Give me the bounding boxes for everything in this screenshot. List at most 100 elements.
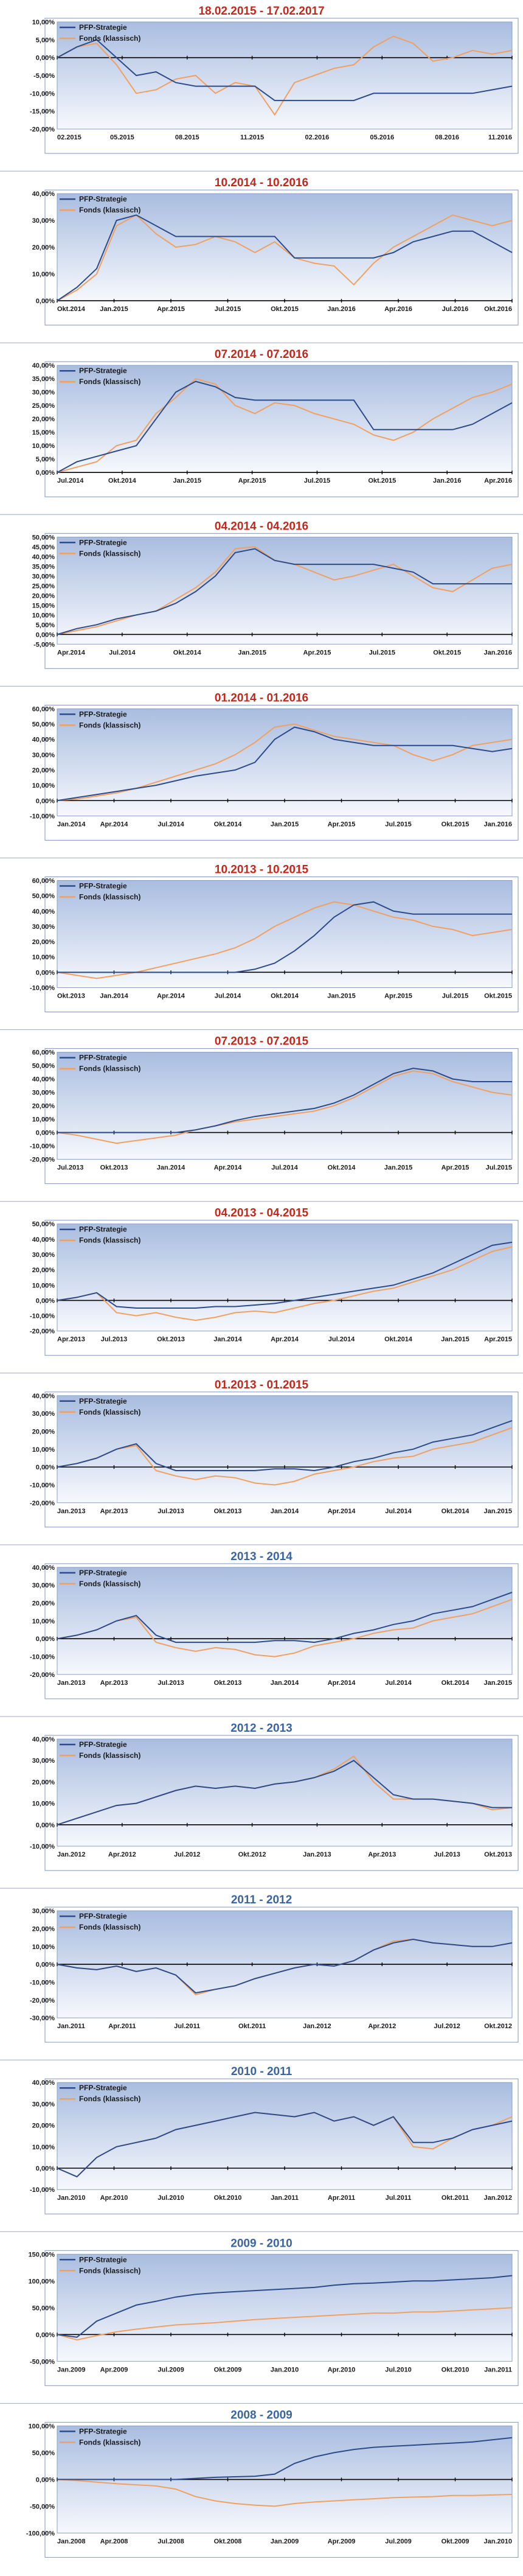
y-tick-label: 10,00% [32,1801,55,1808]
x-tick-label: Jul.2014 [271,1164,298,1172]
x-tick-label: Okt.2010 [214,2194,242,2202]
legend-fund-label: Fonds (klassisch) [79,1236,140,1245]
x-tick-label: Apr.2015 [157,306,185,313]
legend: PFP-Strategie Fonds (klassisch) [60,1569,140,1588]
x-tick-label: Apr.2010 [100,2194,128,2202]
x-tick-label: Jul.2014 [109,649,136,656]
x-tick-label: Jul.2016 [442,306,468,313]
x-tick-label: Okt.2013 [57,993,85,1000]
x-tick-label: Okt.2015 [442,821,469,828]
x-tick-label: Jul.2011 [386,2194,412,2202]
y-tick-label: 60,00% [32,705,55,713]
x-tick-label: Okt.2014 [384,1336,413,1343]
x-tick-label: Jul.2014 [328,1336,355,1343]
plot-area [57,880,513,988]
y-tick-label: 30,00% [32,217,55,225]
y-tick-label: 30,00% [32,1090,55,1097]
y-tick-label: -20,00% [30,1328,55,1335]
x-tick-label: Jan.2014 [213,1336,242,1343]
x-tick-label: Jul.2008 [158,2538,184,2545]
y-tick-label: -15,00% [30,108,55,116]
y-tick-label: -10,00% [30,1654,55,1661]
chart-title: 04.2013 - 04.2015 [215,1207,309,1220]
chart-frame [44,704,519,841]
x-tick-label: Jan.2013 [57,1508,85,1515]
x-tick-label: Jul.2009 [385,2538,411,2545]
strategy-series-line [57,39,513,102]
x-tick-label: Jan.2010 [57,2194,85,2202]
strategy-series-line [57,2275,513,2338]
x-tick-label: Jan.2012 [57,1851,85,1858]
plot-area [57,2082,513,2190]
x-tick-label: Apr.2011 [108,2023,136,2030]
y-tick-label: 40,00% [32,1393,55,1400]
chart-panel: 2009 - 2010 150,00% 100,00% 50,00% 0,00% -50,… [0,2237,523,2404]
y-tick-label: 30,00% [32,2101,55,2108]
x-tick-label: Jan.2016 [327,306,355,313]
x-tick-label: Jul.2011 [174,2023,200,2030]
legend-fund-label: Fonds (klassisch) [79,2095,140,2103]
y-tick-label: 40,00% [32,191,55,198]
y-tick-label: 10,00% [32,612,55,619]
x-tick-label: Okt.2014 [214,821,243,828]
y-tick-label: 20,00% [32,1600,55,1608]
y-tick-label: 10,00% [32,954,55,961]
strategy-series-line [57,2112,513,2178]
x-tick-label: Jan.2009 [271,2538,299,2545]
legend-fund-label: Fonds (klassisch) [79,893,140,901]
y-tick-label: 30,00% [32,1757,55,1765]
fund-series-line [57,214,513,301]
x-tick-label: 08.2015 [175,134,199,141]
x-tick-label: Okt.2011 [442,2194,469,2202]
x-tick-label: Okt.2009 [442,2538,469,2545]
strategy-series-line [57,901,512,973]
y-tick-label: 40,00% [32,1076,55,1083]
y-tick-label: 0,00% [36,298,55,305]
y-tick-label: 30,00% [32,1908,55,1915]
x-tick-label: Jan.2011 [484,2366,512,2373]
chart-frame [44,1391,519,1528]
x-tick-label: Apr.2015 [484,1336,512,1343]
chart-panel: 18.02.2015 - 17.02.2017 10,00% 5,00% 0,00% -… [0,5,523,172]
chart-frame [44,2078,519,2214]
x-tick-label: 05.2016 [370,134,394,141]
plot-area [57,1223,513,1332]
chart-frame [44,2250,519,2386]
y-tick-label: 50,00% [32,2449,55,2457]
chart-panel: 10.2014 - 10.2016 40,00% 30,00% 20,00% 10,00… [0,177,523,343]
x-tick-label: Okt.2013 [157,1336,185,1343]
legend-fund-label: Fonds (klassisch) [79,34,140,43]
x-tick-label: Okt.2014 [173,649,202,656]
x-tick-label: Okt.2015 [433,649,461,656]
y-tick-label: 0,00% [36,1464,55,1471]
x-tick-label: Jan.2013 [57,1679,85,1687]
strategy-series-line [57,380,513,474]
chart-title: 04.2014 - 04.2016 [215,520,308,533]
x-tick-label: Okt.2013 [214,1508,242,1515]
y-tick-label: 50,00% [32,893,55,900]
chart-frame [44,533,519,669]
y-tick-label: 20,00% [32,416,55,423]
x-tick-label: Jul.2013 [158,1508,184,1515]
x-tick-label: 08.2016 [435,134,459,141]
x-tick-label: Jul.2009 [158,2366,184,2373]
y-tick-label: 20,00% [32,939,55,946]
y-tick-label: 10,00% [32,1618,55,1625]
chart-frame [44,877,519,1012]
y-tick-label: 20,00% [32,592,55,600]
legend-fund-label: Fonds (klassisch) [79,1065,140,1073]
chart-frame [44,1563,519,1699]
chart-panel: 2010 - 2011 40,00% 30,00% 20,00% 10,00% 0,00%… [0,2065,523,2232]
chart-panel: 2012 - 2013 40,00% 30,00% 20,00% 10,00% 0,00%… [0,1722,523,1889]
chart-panel: 2008 - 2009 100,00% 50,00% 0,00% -50,00% -100… [26,2409,519,2558]
legend-strategy-label: PFP-Strategie [79,710,127,718]
x-tick-label: Apr.2014 [271,1336,299,1343]
legend: PFP-Strategie Fonds (klassisch) [60,2255,140,2275]
y-tick-label: 15,00% [32,429,55,436]
chart-title: 07.2014 - 07.2016 [215,348,308,361]
chart-frame [44,189,519,326]
y-tick-label: 15,00% [32,602,55,609]
x-tick-label: Okt.2014 [442,1508,470,1515]
y-tick-label: 150,00% [29,2251,55,2258]
strategy-series-line [57,726,513,802]
